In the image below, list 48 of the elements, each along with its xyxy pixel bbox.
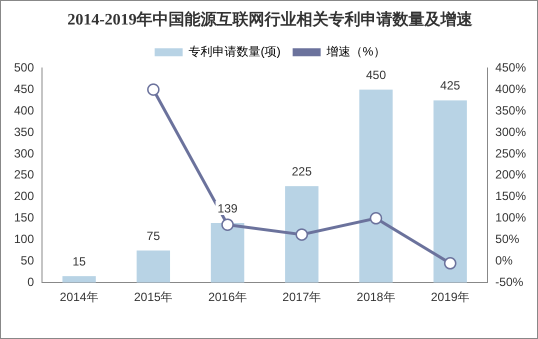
y-tick-label: 50 xyxy=(20,253,34,268)
x-tick-label: 2018年 xyxy=(356,290,396,304)
legend-label: 专利申请数量(项) xyxy=(188,44,281,59)
x-tick-label: 2014年 xyxy=(60,290,98,304)
legend-label: 增速（%） xyxy=(326,44,386,59)
chart-title: 2014-2019年中国能源互联网行业相关专利申请数量及增速 xyxy=(67,10,474,29)
y-tick-label: 250 xyxy=(14,168,34,182)
y2-tick-label: 200% xyxy=(495,168,526,182)
x-tick-label: 2015年 xyxy=(134,290,173,304)
x-tick-label: 2016年 xyxy=(208,290,247,304)
y2-tick-label: 350% xyxy=(495,103,526,118)
y-tick-label: 300 xyxy=(14,146,34,160)
y-tick-label: 0 xyxy=(27,274,34,289)
bar xyxy=(359,90,393,283)
y-tick-label: 100 xyxy=(14,232,34,246)
data-label: 425 xyxy=(440,78,461,93)
data-label: 15 xyxy=(72,254,86,268)
y-tick-label: 200 xyxy=(14,189,34,204)
y-tick-label: 350 xyxy=(14,124,34,139)
bar xyxy=(434,100,467,283)
point xyxy=(296,228,308,241)
y2-tick-label: 250% xyxy=(495,146,526,160)
point xyxy=(147,83,160,96)
point xyxy=(221,218,234,231)
data-label: 450 xyxy=(366,68,386,82)
y-tick-label: 400 xyxy=(14,103,34,118)
data-label: 225 xyxy=(292,164,312,178)
y2-tick-label: 400% xyxy=(495,82,526,96)
y2-tick-label: 50% xyxy=(495,232,520,246)
y-tick-label: 500 xyxy=(14,60,34,75)
bar xyxy=(285,186,318,283)
y2-tick-label: -50% xyxy=(495,274,524,289)
point xyxy=(444,257,456,270)
y2-tick-label: 0% xyxy=(495,253,513,268)
y-tick-label: 150 xyxy=(14,210,34,225)
bar xyxy=(210,222,244,283)
data-label: 139 xyxy=(218,201,238,216)
y2-tick-label: 300% xyxy=(495,124,526,139)
x-tick-label: 2019年 xyxy=(430,290,470,304)
bar xyxy=(136,250,170,283)
point xyxy=(370,212,382,225)
bar xyxy=(62,276,96,283)
y2-tick-label: 450% xyxy=(495,60,526,75)
y2-tick-label: 100% xyxy=(495,210,526,225)
data-label: 75 xyxy=(146,228,160,243)
x-tick-label: 2017年 xyxy=(282,290,322,304)
y-tick-label: 450 xyxy=(14,82,34,96)
y2-tick-label: 150% xyxy=(495,189,526,204)
